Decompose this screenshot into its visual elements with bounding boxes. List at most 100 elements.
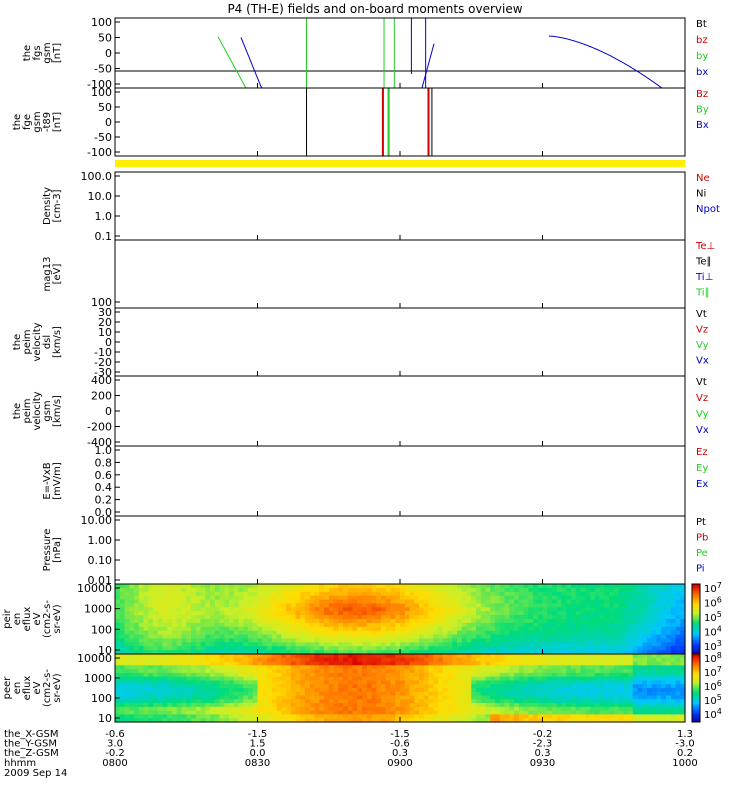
xaxis-value-4-0: 1.3 <box>677 729 693 740</box>
fgs-ylabel-line-1: fgs <box>32 45 43 60</box>
peim-dsl-frame <box>114 307 686 377</box>
peir-ytick-3: 10 <box>98 644 112 657</box>
pressure-ylabel-line-0: Pressure <box>42 529 53 572</box>
fgs-ytick-1: 50 <box>98 32 112 45</box>
xaxis-value-4-3: 1000 <box>672 758 697 769</box>
peim-dsl-ytick-0: 30 <box>98 306 112 319</box>
xaxis-rowlabel-1: the_Y-GSM <box>4 739 57 750</box>
peer-ylabel: the peer en eflux eV (cm2-s-sr-eV) <box>0 669 63 707</box>
efield-ytick-4: 0.2 <box>95 494 113 507</box>
xaxis-value-1-1: 1.5 <box>250 739 266 750</box>
peim-dsl-ylabel: the peim velocity dsl [km/s] <box>12 322 63 361</box>
fge-ytick-3: -50 <box>94 131 112 144</box>
fge-ylabel-line-3: -t89 <box>42 112 53 132</box>
fge-ytick-0: 100 <box>91 86 112 99</box>
peer-colorbar-label-0: 108 <box>704 651 722 665</box>
peim-dsl-ytick-4: -10 <box>94 346 112 359</box>
pressure-ylabel: Pressure [nPa] <box>42 529 63 572</box>
peer-ylabel-line-1: peer <box>2 676 13 700</box>
fgs-bx-right-line <box>548 35 685 89</box>
xaxis-value-1-0: -1.5 <box>248 729 268 740</box>
peim-dsl-ytick-3: 0 <box>105 336 112 349</box>
date-label: 2009 Sep 14 <box>4 768 67 779</box>
pressure-ytick-3: 0.01 <box>88 574 113 587</box>
temperature-frame <box>114 239 686 309</box>
peer-colorbar-label-4: 104 <box>704 707 722 721</box>
xaxis-value-4-2: 0.2 <box>677 748 693 759</box>
pressure-legend-Pb: Pb <box>696 533 708 544</box>
efield-ytick-3: 0.4 <box>95 481 113 494</box>
pressure-ytick-2: 0.10 <box>88 554 113 567</box>
fge-ylabel-line-0: the <box>12 114 23 130</box>
xaxis-rowlabel-2: the_Z-GSM <box>4 748 59 759</box>
peim-dsl-legend-Vt: Vt <box>696 309 707 320</box>
peer-colorbar-label-1: 107 <box>704 665 722 679</box>
fgs-ytick-4: -100 <box>87 78 112 91</box>
fgs-legend-bx: bx <box>696 67 708 78</box>
peim-gsm-ytick-4: -400 <box>87 436 112 449</box>
fgs-ylabel: the fgs gsm [nT] <box>22 42 63 63</box>
xaxis-value-2-3: 0900 <box>387 758 412 769</box>
peim-dsl-ytick-1: 20 <box>98 316 112 329</box>
fgs-by-line <box>217 36 254 89</box>
peir-ylabel-line-5: (cm2-s- <box>42 600 53 638</box>
xaxis-rowlabel-3: hhmm <box>4 758 36 769</box>
efield-ylabel-line-0: E=-VxB <box>42 462 53 499</box>
peer-spectrogram <box>115 654 686 723</box>
peim-dsl-ylabel-line-3: dsl <box>42 335 53 349</box>
efield-ytick-1: 0.8 <box>95 456 113 469</box>
peir-ylabel: the peir en eflux eV (cm2-s-sr-eV) <box>0 600 63 638</box>
fgs-legend-bz: bz <box>696 35 708 46</box>
xaxis-value-0-2: -0.2 <box>105 748 125 759</box>
fge-frame <box>114 87 686 157</box>
xaxis-value-1-2: 0.0 <box>250 748 266 759</box>
efield-ytick-5: 0.0 <box>95 506 113 519</box>
fge-ylabel-line-2: gsm <box>32 111 43 132</box>
peir-ytick-1: 1000 <box>84 603 112 616</box>
peer-ytick-0: 10000 <box>77 652 112 665</box>
density-ylabel-line-1: [cm-3] <box>52 189 63 222</box>
xaxis-value-3-3: 0930 <box>530 758 555 769</box>
peir-ylabel-line-3: eflux <box>22 607 33 632</box>
density-legend-Npot: Npot <box>696 204 720 215</box>
fge-legend-Bz: Bz <box>696 89 708 100</box>
density-ylabel-line-0: Density <box>42 187 53 225</box>
peim-gsm-ylabel-line-3: gsm <box>42 400 53 421</box>
peim-dsl-ytick-2: 10 <box>98 326 112 339</box>
fge-ytick-2: 0 <box>105 116 112 129</box>
fgs-bx-line <box>240 37 435 89</box>
xaxis-value-3-1: -2.3 <box>533 739 553 750</box>
xaxis-value-4-1: -3.0 <box>675 739 695 750</box>
fgs-ytick-0: 100 <box>91 16 112 29</box>
efield-legend-Ez: Ez <box>696 447 708 458</box>
density-ytick-0: 100.0 <box>81 170 113 183</box>
fgs-ytick-3: -50 <box>94 63 112 76</box>
peim-gsm-legend-Vt: Vt <box>696 377 707 388</box>
peim-gsm-ytick-2: 0 <box>105 405 112 418</box>
xaxis-value-0-0: -0.6 <box>105 729 125 740</box>
peir-ytick-2: 100 <box>91 623 112 636</box>
pressure-legend-Pe: Pe <box>696 548 708 559</box>
peim-gsm-ylabel-line-1: peim <box>22 398 33 423</box>
peim-gsm-ytick-3: -200 <box>87 421 112 434</box>
peim-gsm-ylabel-line-2: velocity <box>32 391 43 430</box>
peir-colorbar-label-2: 105 <box>704 610 722 624</box>
density-legend-Ni: Ni <box>696 189 706 200</box>
efield-ylabel: E=-VxB [mV/m] <box>42 462 63 500</box>
pressure-legend-Pi: Pi <box>696 564 705 575</box>
peir-ylabel-line-0: the <box>0 611 3 627</box>
density-ytick-2: 1.0 <box>95 210 113 223</box>
fge-ytick-1: 50 <box>98 101 112 114</box>
peim-dsl-ylabel-line-1: peim <box>22 329 33 354</box>
peir-colorbar-label-4: 103 <box>704 639 722 653</box>
xaxis-value-0-3: 0800 <box>102 758 127 769</box>
efield-frame <box>114 445 686 517</box>
peer-colorbar <box>691 653 701 723</box>
temperature-legend-Te∥: Te∥ <box>695 257 712 268</box>
density-frame <box>114 171 686 241</box>
density-ylabel: Density [cm-3] <box>42 187 63 225</box>
xaxis-value-3-2: 0.3 <box>535 748 551 759</box>
peir-colorbar-label-0: 107 <box>704 581 722 595</box>
fge-ylabel: the fge gsm -t89 [nT] <box>12 111 63 132</box>
peim-gsm-legend-Vx: Vx <box>696 425 709 436</box>
